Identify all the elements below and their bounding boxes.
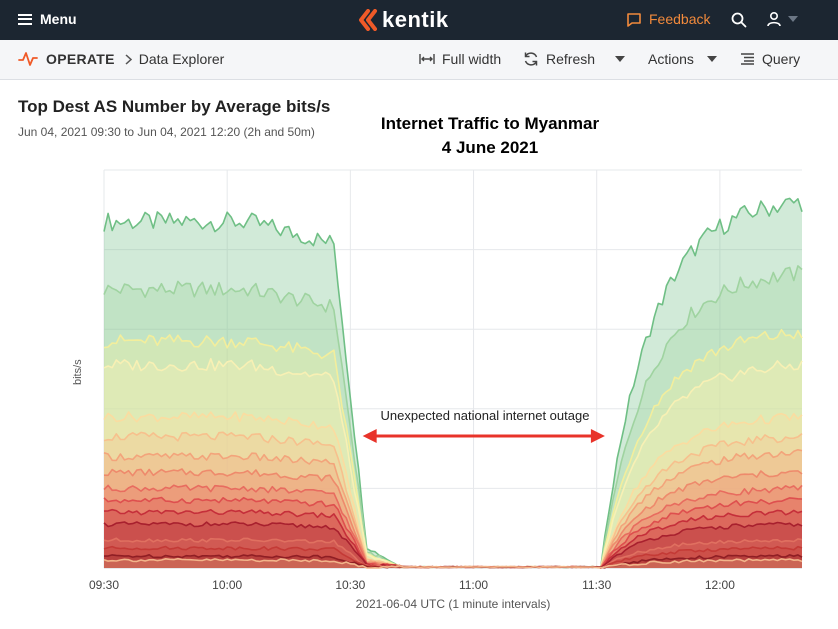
series-area: [104, 558, 802, 568]
actions-label: Actions: [648, 51, 694, 67]
series-area: [104, 329, 802, 568]
feedback-button[interactable]: Feedback: [626, 11, 710, 27]
series-line: [103, 557, 803, 569]
outage-arrow-head-left: [362, 429, 377, 443]
feedback-label: Feedback: [649, 11, 711, 27]
series-area: [104, 469, 802, 568]
pulse-icon: [18, 52, 38, 66]
query-button[interactable]: Query: [740, 51, 800, 67]
query-label: Query: [762, 51, 801, 67]
series-area: [104, 412, 802, 568]
refresh-label: Refresh: [546, 51, 596, 67]
chevron-down-icon: [788, 16, 798, 22]
breadcrumb: OPERATE Data Explorer: [18, 51, 224, 67]
annotation-title-line1: Internet Traffic to Myanmar: [380, 114, 600, 133]
user-menu-button[interactable]: [766, 11, 798, 27]
menu-button[interactable]: Menu: [18, 11, 77, 27]
x-axis-title: 2021-06-04 UTC (1 minute intervals): [355, 597, 551, 611]
full-width-icon: [419, 54, 435, 64]
x-tick-label: 12:00: [705, 578, 735, 592]
x-tick-label: 11:30: [582, 578, 611, 592]
outage-arrow-head-right: [590, 429, 605, 443]
outage-arrow: [362, 429, 605, 443]
search-icon: [731, 12, 747, 28]
caret-down-icon: [706, 56, 717, 62]
chevron-right-icon: [125, 53, 132, 65]
x-tick-label: 09:30: [89, 578, 119, 592]
breadcrumb-page: Data Explorer: [138, 51, 225, 67]
kentik-chevron-icon: [359, 9, 377, 31]
x-tick-label: 10:00: [212, 578, 242, 592]
full-width-button[interactable]: Full width: [419, 51, 501, 67]
caret-down-icon: [615, 56, 625, 62]
actions-dropdown[interactable]: Actions: [648, 51, 717, 67]
logo-text: kentik: [382, 7, 449, 32]
top-navigation-bar: Menu kentik Feedback: [0, 0, 838, 40]
traffic-area-chart: 09:30 10:00 10:30 11:00 11:30 12:00: [89, 169, 803, 592]
x-tick-label: 11:00: [459, 578, 488, 592]
user-icon: [767, 11, 781, 27]
refresh-button[interactable]: Refresh: [523, 51, 595, 67]
feedback-icon: [627, 12, 641, 27]
x-tick-label: 10:30: [335, 578, 365, 592]
annotation-title: Internet Traffic to Myanmar 4 June 2021: [340, 112, 640, 160]
y-axis-label: bits/s: [72, 359, 84, 385]
hamburger-icon: [18, 13, 32, 25]
refresh-icon: [524, 52, 538, 66]
full-width-label: Full width: [442, 51, 502, 67]
refresh-options-dropdown[interactable]: [615, 56, 625, 62]
chart-time-range: Jun 04, 2021 09:30 to Jun 04, 2021 12:20…: [18, 125, 315, 139]
search-button[interactable]: [731, 12, 747, 33]
menu-label: Menu: [40, 11, 77, 27]
breadcrumb-section[interactable]: OPERATE: [46, 51, 115, 67]
series-area: [104, 358, 802, 568]
outage-annotation-label: Unexpected national internet outage: [380, 408, 590, 423]
query-list-icon: [741, 53, 754, 65]
series-area: [104, 265, 802, 568]
chart-series-areas: [103, 197, 803, 569]
chart-x-axis: 09:30 10:00 10:30 11:00 11:30 12:00: [89, 578, 735, 592]
annotation-title-line2: 4 June 2021: [441, 138, 539, 157]
chart-title: Top Dest AS Number by Average bits/s: [18, 97, 331, 116]
series-area: [104, 509, 802, 568]
kentik-logo[interactable]: kentik: [358, 6, 449, 34]
breadcrumb-toolbar: OPERATE Data Explorer Full width Refresh…: [0, 40, 838, 80]
